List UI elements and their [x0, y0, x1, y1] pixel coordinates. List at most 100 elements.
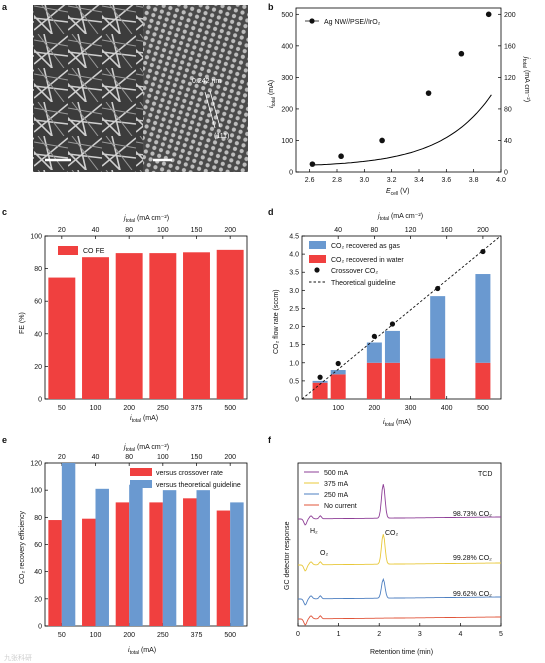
crossover-point: [480, 248, 486, 255]
lattice-plane-label: (111): [214, 133, 229, 140]
x-tick-label: 0: [296, 631, 300, 638]
lattice-fringe-line: [204, 91, 216, 129]
bar-vs-guideline: [162, 490, 177, 626]
legend-label-375: 375 mA: [324, 481, 348, 488]
bar-co-fe: [48, 277, 76, 399]
y-axis-label-unit: (mA): [268, 80, 275, 97]
x-axis-label-f: Retention time (min): [370, 649, 433, 656]
trace-500ma: [298, 484, 501, 526]
top-tick-label: 100: [157, 454, 169, 461]
x-axis-label-main: i: [128, 647, 130, 654]
y-tick-label: 80: [34, 515, 42, 522]
trace-250ma: [298, 577, 501, 606]
x-tick-label: 100: [332, 405, 344, 412]
bars-d: [312, 274, 491, 399]
panel-f: f 0 1 2 3 4 5 TCD 500 mA 375 mA 250 mA No cur…: [268, 435, 503, 656]
legend-label-nocurrent: No current: [324, 503, 357, 510]
top-tick-label: 80: [125, 454, 133, 461]
peak-label-h2: H₂: [310, 528, 318, 535]
bar-vs-crossover: [216, 510, 231, 626]
top-tick-label: 20: [58, 227, 66, 234]
legend-label-gas: CO₂ recovered as gas: [331, 243, 400, 250]
y-tick-label: 4.0: [289, 252, 299, 259]
trace-375ma: [298, 534, 501, 572]
trace-no-current: [298, 615, 501, 626]
x-tick-label: 3.8: [469, 177, 479, 184]
top-axis-label-main: j: [123, 215, 126, 222]
bar-vs-crossover: [115, 502, 130, 626]
panel-d: d 100 200 300 400 500 40 80 120 160 200 0 0.5 1.0 1.5…: [268, 207, 502, 428]
y-tick-label: 400: [281, 43, 293, 50]
x-tick-label: 4.0: [496, 177, 506, 184]
data-point: [379, 137, 385, 144]
x-axis-label-b: Ecell (V): [386, 188, 409, 197]
x-axis-label-sub: total: [385, 422, 394, 428]
y2-axis-label-main: j: [523, 56, 530, 59]
y2-tick-label: 40: [504, 138, 512, 145]
top-axis-label-c: jtotal (mA cm⁻²): [123, 215, 169, 224]
x-tick-label: 500: [224, 405, 236, 412]
top-axis-label-e: jtotal (mA cm⁻²): [123, 444, 169, 453]
x-tick-label: 3: [418, 631, 422, 638]
bars-e: [48, 463, 244, 626]
guideline-line: [301, 235, 502, 400]
y-axis-label-f: GC detector response: [284, 521, 291, 590]
x-tick-label: 2.8: [332, 177, 342, 184]
top-tick-label: 40: [92, 227, 100, 234]
x-tick-label: 50: [58, 632, 66, 639]
peak-label-co2: CO₂: [385, 530, 399, 537]
panel-a: a 0.242 nm (111): [2, 2, 248, 172]
legend-marker-crossover: [314, 267, 320, 273]
top-axis-label-unit: (mA cm⁻²): [135, 444, 169, 451]
plot-frame-c: [44, 235, 248, 400]
data-point: [485, 11, 492, 18]
y-tick-label: 0: [295, 397, 299, 404]
y-tick-label: 300: [281, 75, 293, 82]
x-tick-label: 250: [157, 632, 169, 639]
x-axis-label-d: itotal (mA): [383, 419, 411, 428]
y-tick-label: 4.5: [289, 234, 299, 241]
y2-axis-label-unit: (mA cm⁻²): [523, 68, 530, 102]
panel-label-d: d: [268, 207, 274, 217]
axis-ticks-e: 50 20 100 40 200 80 250 100 375 150 500 200 0 20 40 60 8…: [30, 454, 236, 639]
top-tick-label: 150: [191, 454, 203, 461]
panel-label-e: e: [2, 435, 7, 445]
legend-label-crossover: versus crossover rate: [156, 470, 223, 477]
crossover-point: [435, 285, 441, 292]
y-tick-label: 0.5: [289, 378, 299, 385]
top-axis-label-main: j: [377, 213, 380, 220]
x-axis-label-main: i: [130, 415, 132, 422]
x-tick-label: 50: [58, 405, 66, 412]
panel-e: e 50 20 100 40 200 80 250 100 375 150 500 200 0 20 40 6…: [2, 435, 248, 662]
y-tick-label: 100: [30, 234, 42, 241]
detector-title: TCD: [478, 471, 492, 478]
bar-co2-gas: [475, 274, 491, 363]
y-tick-label: 120: [30, 461, 42, 468]
y-tick-label: 2.5: [289, 306, 299, 313]
y-tick-label: 40: [34, 331, 42, 338]
y2-tick-label: 160: [504, 43, 516, 50]
x-axis-label-unit: (mA): [139, 647, 156, 654]
x-tick-label: 3.6: [441, 177, 451, 184]
data-point: [309, 161, 316, 167]
y-tick-label: 0: [38, 624, 42, 631]
fit-curve: [312, 94, 492, 166]
y-tick-label: 60: [34, 299, 42, 306]
legend-label-250: 250 mA: [324, 492, 348, 499]
x-axis-label-sub: total: [130, 650, 139, 656]
y-tick-label: 1.0: [289, 360, 299, 367]
peak-label-o2: O₂: [320, 550, 328, 557]
top-tick-label: 100: [157, 227, 169, 234]
x-tick-label: 375: [191, 632, 203, 639]
lattice-spacing-label: 0.242 nm: [192, 78, 221, 85]
legend-label-crossover: Crossover CO₂: [331, 268, 378, 275]
guideline-d: [301, 235, 502, 400]
axis-ticks-b: 2.6 2.8 3.0 3.2 3.4 3.6 3.8 4.00100200300400500…: [281, 12, 515, 184]
y-tick-label: 20: [34, 364, 42, 371]
x-axis-label-c: itotal (mA): [130, 415, 158, 424]
y-tick-label: 0: [38, 397, 42, 404]
crossover-points-d: [317, 248, 486, 380]
bar-co2-gas: [366, 342, 382, 363]
crossover-point: [371, 333, 377, 339]
